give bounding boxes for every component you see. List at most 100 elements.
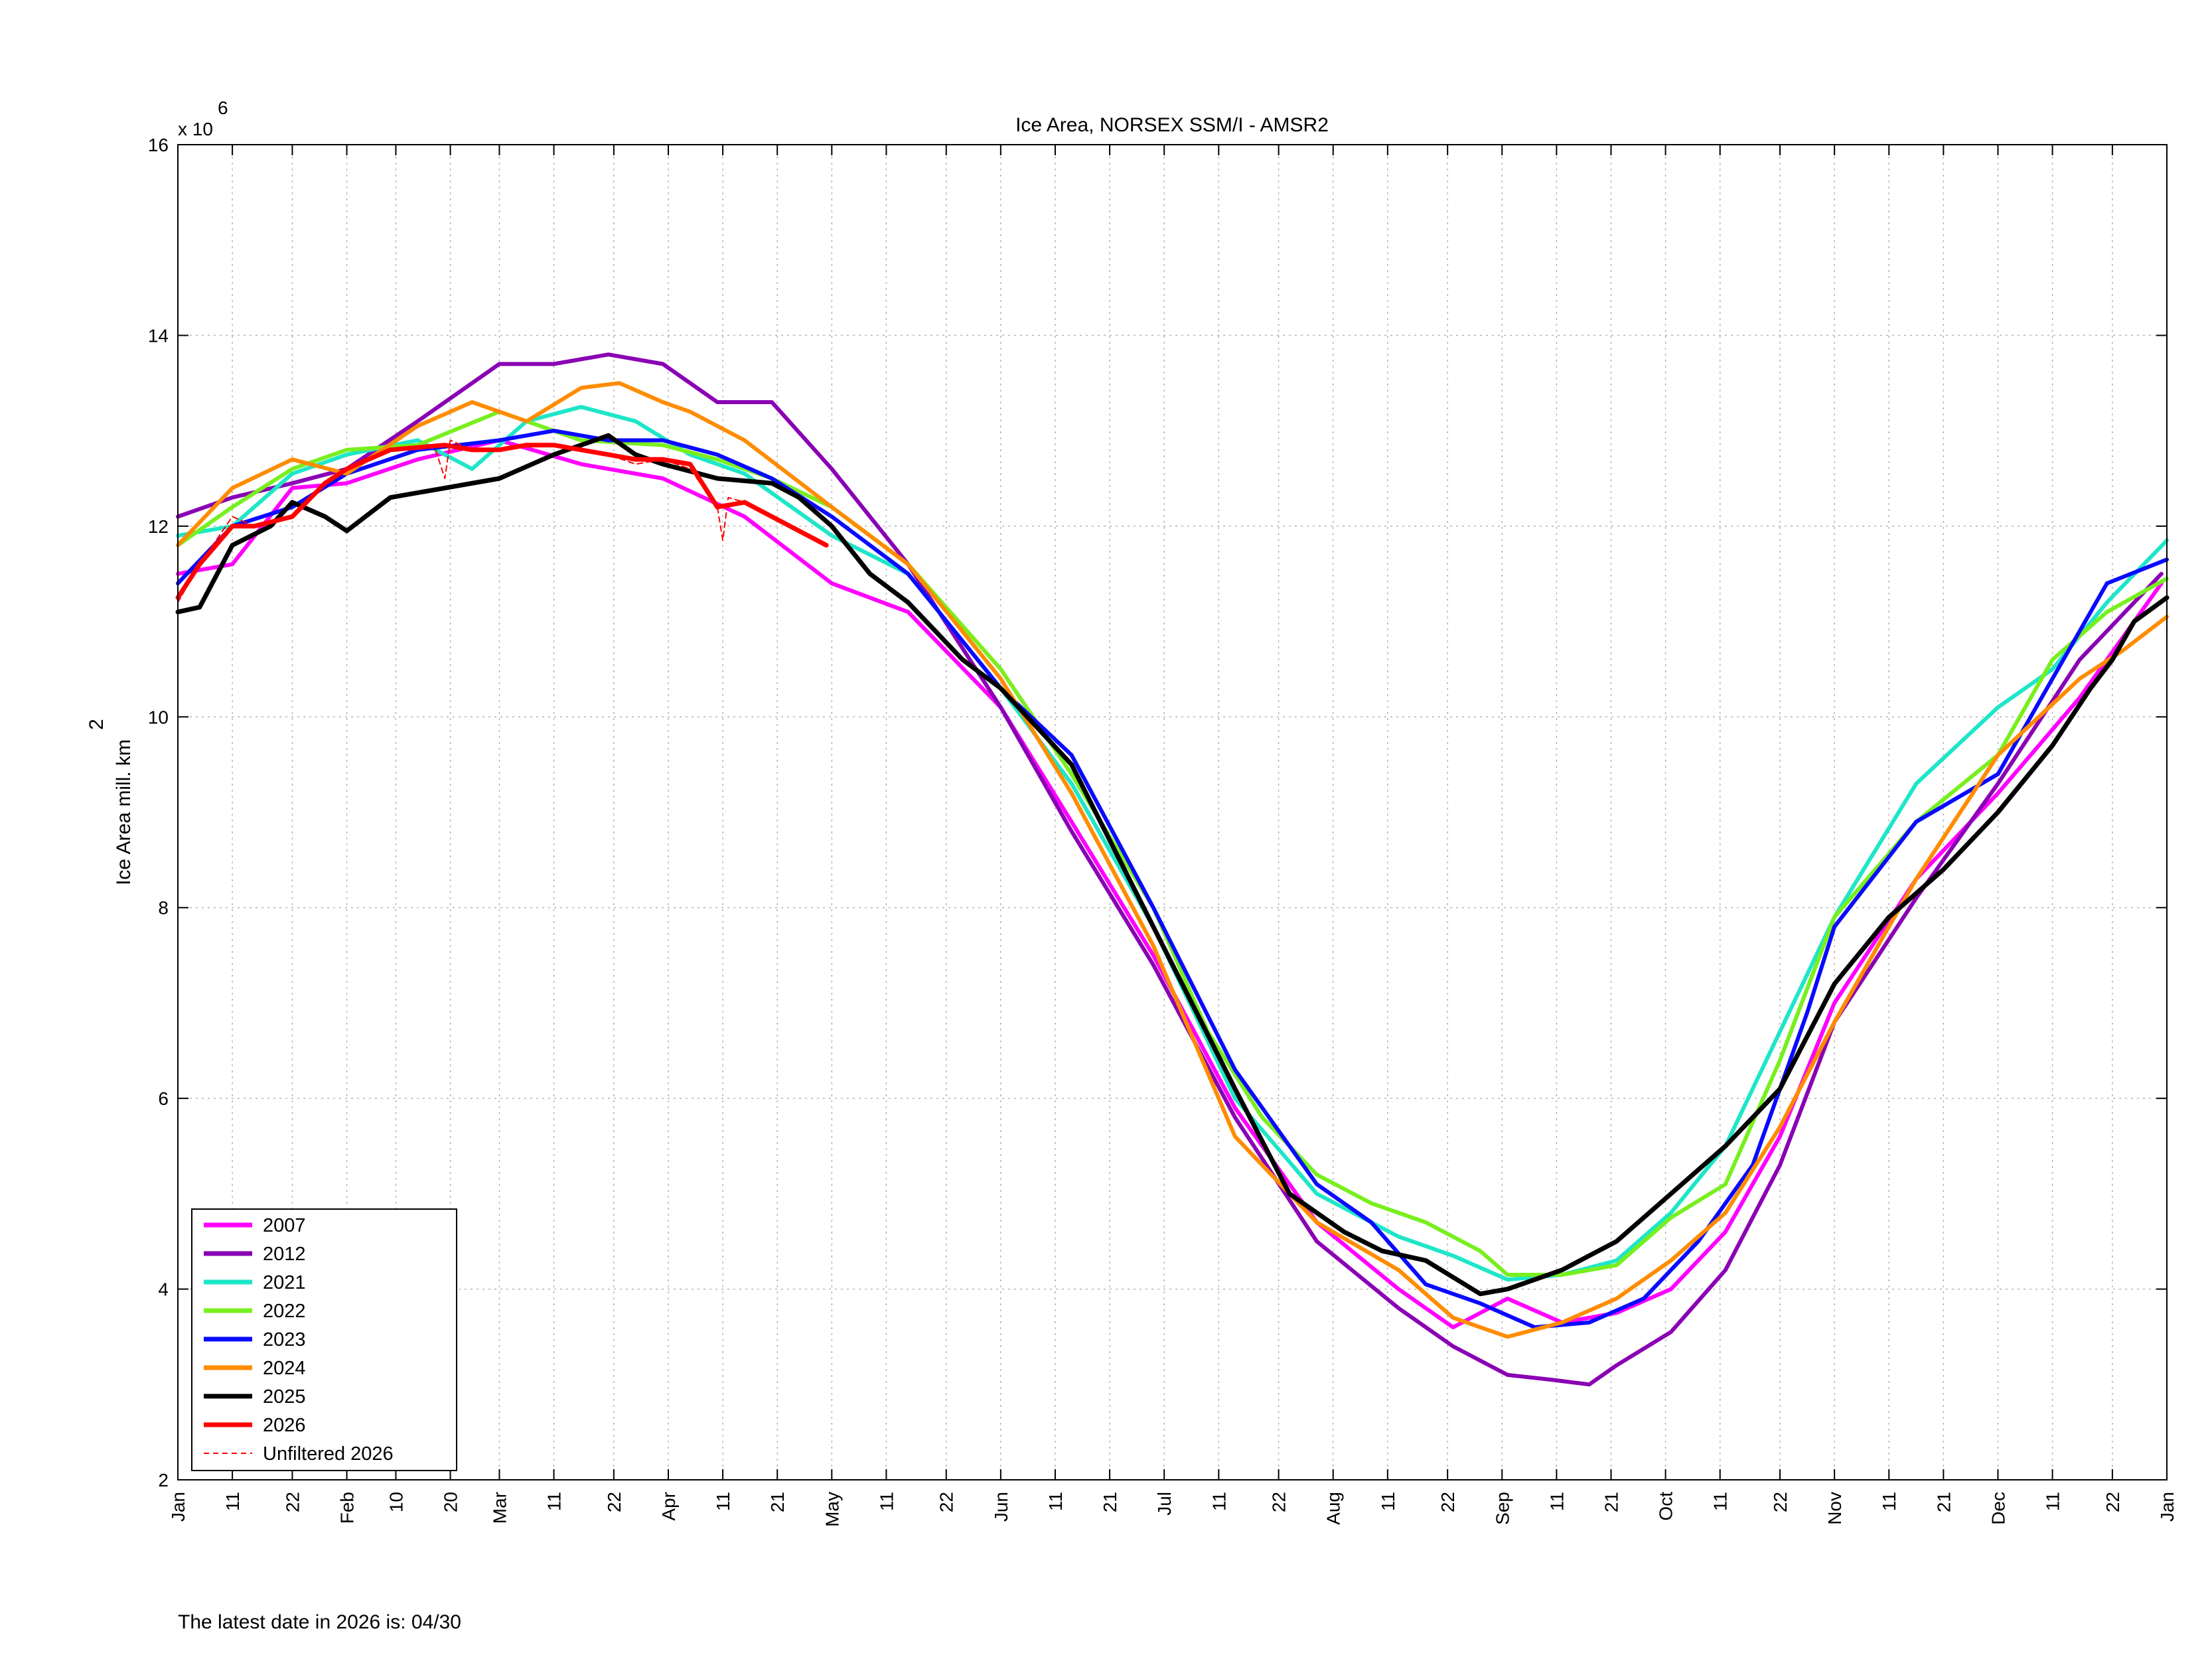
plot-frame bbox=[177, 144, 2168, 1480]
x-tick-label: Jan bbox=[2157, 1492, 2177, 1522]
x-tick-label: 11 bbox=[1209, 1492, 1229, 1511]
x-tick-label-group: 11 bbox=[1879, 1492, 1899, 1511]
legend-label: Unfiltered 2026 bbox=[263, 1443, 394, 1465]
y-axis-label-superscript-group: 2 bbox=[86, 719, 108, 730]
gridlines bbox=[177, 144, 2168, 1480]
series-line-2023 bbox=[176, 429, 2169, 1330]
x-tick-label-group: 11 bbox=[1209, 1492, 1229, 1511]
x-tick-label: Oct bbox=[1656, 1492, 1676, 1521]
x-tick-label: Sep bbox=[1492, 1492, 1512, 1525]
x-tick-label: 11 bbox=[1879, 1492, 1899, 1511]
legend-label: 2012 bbox=[263, 1244, 306, 1265]
x-tick-label-group: 22 bbox=[1770, 1492, 1791, 1512]
x-tick-label-group: 20 bbox=[441, 1492, 461, 1512]
x-tick-label-group: 11 bbox=[1710, 1492, 1731, 1511]
x-tick-label-group: 11 bbox=[544, 1492, 565, 1511]
latest-date-note: The latest date in 2026 is: 04/30 bbox=[178, 1611, 461, 1633]
x-tick-label: 21 bbox=[767, 1492, 788, 1512]
x-tick-labels: Jan 11 22 Feb 10 20 Mar 11 22 Apr 11 21 May 11 22 Jun 11… bbox=[168, 1492, 2177, 1527]
x-tick-label: Dec bbox=[1988, 1492, 2008, 1525]
x-tick-label: 11 bbox=[1378, 1492, 1398, 1511]
x-tick-label-group: 21 bbox=[1100, 1492, 1120, 1512]
x-tick-label: Feb bbox=[337, 1492, 358, 1524]
x-tick-label: Jul bbox=[1154, 1492, 1175, 1516]
x-tick-label-group: Feb bbox=[337, 1492, 358, 1524]
x-tick-label: 11 bbox=[1546, 1492, 1567, 1511]
x-tick-label-group: 21 bbox=[1601, 1492, 1621, 1512]
y-tick-labels: 2 4 6 8 10 12 14 16 bbox=[148, 135, 169, 1490]
x-tick-label: 22 bbox=[1438, 1492, 1458, 1512]
x-tick-label-group: 22 bbox=[936, 1492, 957, 1512]
y-axis-label-superscript: 2 bbox=[86, 719, 108, 730]
x-tick-label: 11 bbox=[544, 1492, 565, 1511]
y-axis-label: Ice Area mill. km bbox=[113, 739, 135, 885]
y-tick-label: 14 bbox=[148, 325, 169, 346]
legend-label: 2021 bbox=[263, 1272, 306, 1293]
y-multiplier-exponent: 6 bbox=[218, 98, 228, 118]
x-tick-label: 11 bbox=[1045, 1492, 1066, 1511]
x-tick-label-group: Nov bbox=[1824, 1492, 1845, 1525]
x-tick-label-group: 22 bbox=[1438, 1492, 1458, 1512]
x-tick-label: Jan bbox=[168, 1492, 188, 1522]
x-tick-label-group: 11 bbox=[876, 1492, 897, 1511]
x-tick-label-group: 10 bbox=[386, 1492, 406, 1512]
x-tick-label-group: Jan bbox=[168, 1492, 188, 1522]
x-tick-label-group: 22 bbox=[1269, 1492, 1290, 1512]
legend-label: 2023 bbox=[263, 1329, 306, 1350]
x-tick-label: 22 bbox=[1770, 1492, 1791, 1512]
x-tick-label: Apr bbox=[658, 1492, 679, 1521]
series-line-2021 bbox=[176, 405, 2169, 1282]
series-line-2024 bbox=[176, 381, 2169, 1339]
x-tick-label-group: Dec bbox=[1988, 1492, 2008, 1525]
x-tick-label: 22 bbox=[936, 1492, 957, 1512]
x-tick-label-group: Oct bbox=[1656, 1492, 1676, 1521]
x-tick-label: 22 bbox=[2102, 1492, 2123, 1512]
x-tick-label: 21 bbox=[1601, 1492, 1621, 1512]
axis-ticks bbox=[177, 144, 2168, 1480]
legend: 2007 2012 2021 2022 2023 2024 2025 2026 Unfilter… bbox=[191, 1208, 457, 1471]
x-tick-label-group: Aug bbox=[1323, 1492, 1344, 1525]
legend-label: 2007 bbox=[263, 1215, 306, 1236]
y-tick-label: 8 bbox=[158, 898, 169, 918]
x-tick-label-group: 22 bbox=[282, 1492, 303, 1512]
x-tick-label: 11 bbox=[1710, 1492, 1731, 1511]
x-tick-label: 22 bbox=[282, 1492, 303, 1512]
series-line-2025 bbox=[175, 433, 2170, 1297]
x-tick-label-group: 21 bbox=[1933, 1492, 1954, 1512]
x-tick-label-group: 11 bbox=[2043, 1492, 2063, 1511]
legend-label: 2024 bbox=[263, 1358, 306, 1379]
x-tick-label: 10 bbox=[386, 1492, 406, 1512]
x-tick-label: Nov bbox=[1824, 1492, 1845, 1525]
legend-label: 2022 bbox=[263, 1301, 306, 1322]
y-axis-label-group: Ice Area mill. km bbox=[113, 739, 135, 885]
y-tick-label: 12 bbox=[148, 516, 169, 537]
x-tick-label-group: Jul bbox=[1154, 1492, 1175, 1516]
x-tick-label: 11 bbox=[222, 1492, 243, 1511]
x-tick-label-group: 11 bbox=[222, 1492, 243, 1511]
x-tick-label: 11 bbox=[2043, 1492, 2063, 1511]
x-tick-label: 22 bbox=[1269, 1492, 1290, 1512]
x-tick-label-group: 11 bbox=[1045, 1492, 1066, 1511]
x-tick-label: 21 bbox=[1100, 1492, 1120, 1512]
x-tick-label-group: Jun bbox=[991, 1492, 1011, 1522]
x-tick-label-group: May bbox=[822, 1492, 842, 1527]
chart-title: Ice Area, NORSEX SSM/I - AMSR2 bbox=[1015, 114, 1329, 136]
series-lines bbox=[175, 352, 2170, 1387]
x-tick-label-group: 11 bbox=[713, 1492, 733, 1511]
x-tick-label-group: 22 bbox=[604, 1492, 625, 1512]
y-tick-label: 4 bbox=[158, 1279, 169, 1300]
x-tick-label: 21 bbox=[1933, 1492, 1954, 1512]
y-tick-label: 10 bbox=[148, 707, 169, 727]
x-tick-label: 20 bbox=[441, 1492, 461, 1512]
series-line-unfiltered-2026 bbox=[177, 439, 828, 603]
x-tick-label-group: Sep bbox=[1492, 1492, 1512, 1525]
legend-label: 2025 bbox=[263, 1386, 306, 1407]
x-tick-label: Aug bbox=[1323, 1492, 1344, 1525]
y-multiplier-base: x 10 bbox=[178, 119, 213, 139]
x-tick-label: 11 bbox=[876, 1492, 897, 1511]
x-tick-label-group: Apr bbox=[658, 1492, 679, 1521]
x-tick-label-group: 22 bbox=[2102, 1492, 2123, 1512]
x-tick-label-group: 21 bbox=[767, 1492, 788, 1512]
x-tick-label: 11 bbox=[713, 1492, 733, 1511]
x-tick-label-group: 11 bbox=[1378, 1492, 1398, 1511]
